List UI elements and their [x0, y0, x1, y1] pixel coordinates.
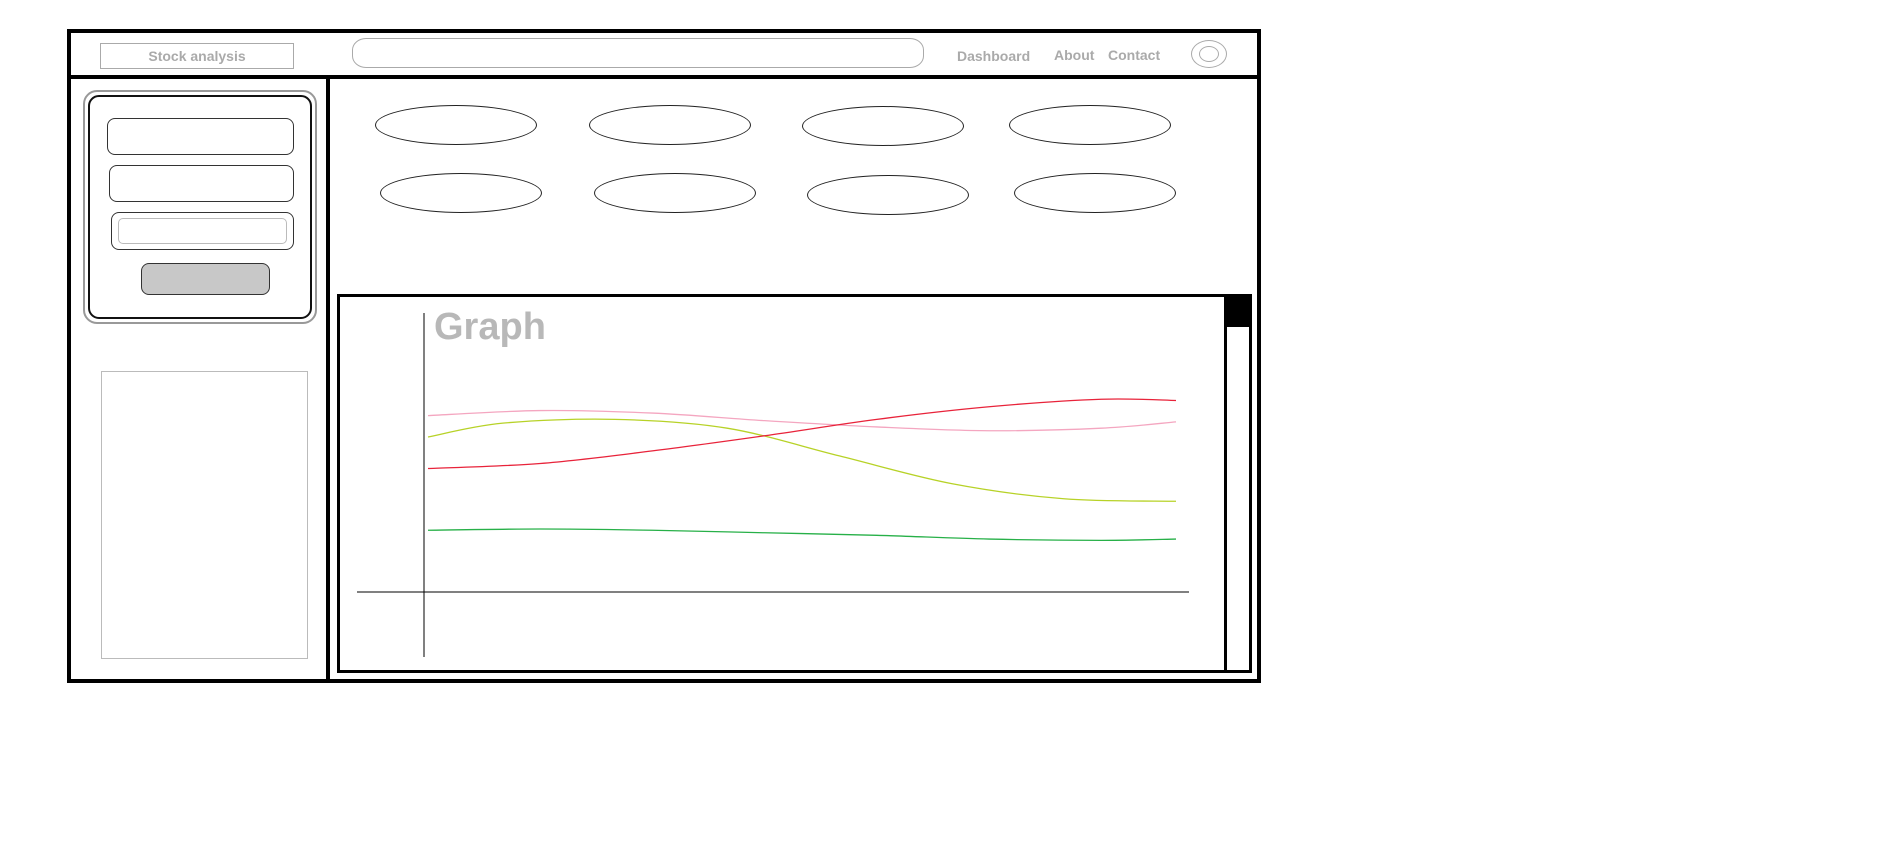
stock-pill-8[interactable] [1014, 173, 1176, 213]
filter-form-inner [88, 95, 312, 319]
stock-pill-4[interactable] [1009, 105, 1171, 145]
search-input[interactable] [352, 38, 924, 68]
sidebar-divider [326, 75, 330, 683]
header-divider [67, 75, 1261, 79]
stock-pill-2[interactable] [589, 105, 751, 145]
stock-pill-1[interactable] [375, 105, 537, 145]
stock-pill-6[interactable] [594, 173, 756, 213]
form-field-3[interactable] [111, 212, 294, 250]
avatar-inner-ring [1199, 46, 1219, 62]
form-field-2[interactable] [109, 165, 294, 202]
series-line-4 [427, 528, 1177, 541]
nav-contact[interactable]: Contact [1108, 47, 1161, 63]
submit-button[interactable] [141, 263, 270, 295]
user-avatar-icon[interactable] [1191, 40, 1227, 68]
series-line-3 [427, 398, 1177, 470]
nav-dashboard[interactable]: Dashboard [957, 48, 1031, 64]
series-line-2 [427, 418, 1177, 502]
graph-title: Graph [434, 306, 546, 348]
stock-pill-5[interactable] [380, 173, 542, 213]
stock-pill-3[interactable] [802, 106, 964, 146]
stock-list-panel [101, 371, 308, 659]
nav-about[interactable]: About [1054, 47, 1095, 63]
app-window [67, 29, 1261, 683]
app-title: Stock analysis [100, 43, 294, 69]
graph-scrollbar[interactable] [1224, 294, 1252, 673]
stock-pill-7[interactable] [807, 175, 969, 215]
filter-form-panel [83, 90, 317, 324]
series-line-1 [427, 409, 1177, 432]
graph-scrollbar-thumb[interactable] [1224, 294, 1252, 327]
form-field-3-inner [118, 218, 287, 244]
form-field-1[interactable] [107, 118, 294, 155]
